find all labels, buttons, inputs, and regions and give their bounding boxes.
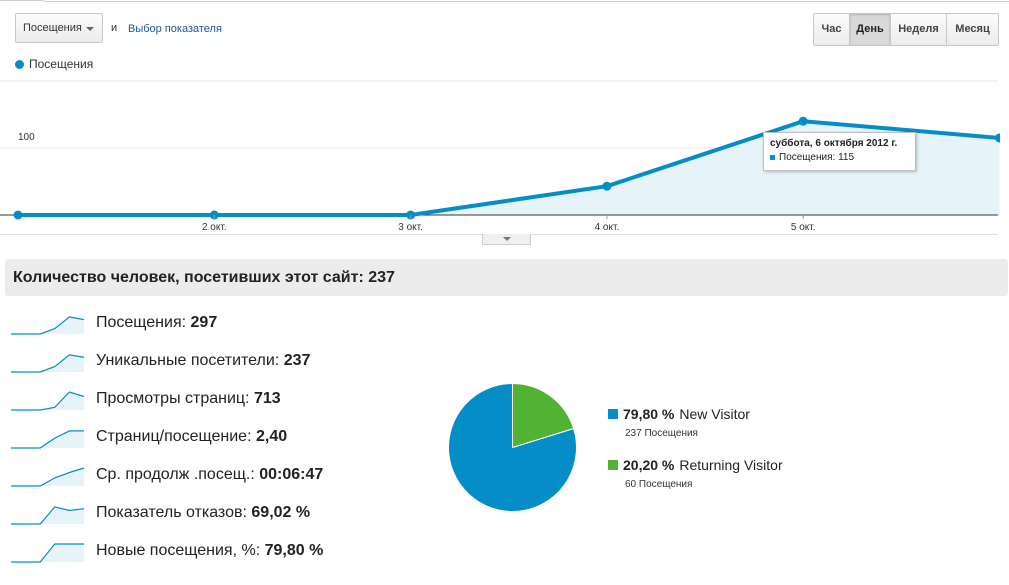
y-tick-label: 200: [18, 75, 35, 76]
x-tick-label: 4 окт.: [595, 222, 620, 233]
sparkline: [11, 430, 84, 449]
stat-name: Новые посещения, %:: [96, 542, 261, 559]
new-visitor-sub: 237 Посещения: [625, 428, 698, 439]
legend-series-label: Посещения: [29, 57, 94, 71]
sparkline-area: [11, 392, 84, 410]
stat-name: Ср. продолж .посещ.:: [96, 466, 255, 483]
stat-row[interactable]: Уникальные посетители: 237: [10, 348, 430, 374]
stat-row[interactable]: Посещения: 297: [10, 310, 430, 336]
triangle-down-icon: [503, 237, 511, 241]
sparkline: [11, 543, 84, 563]
x-tick-label: 2 окт.: [202, 222, 227, 233]
sparkline-line: [11, 391, 85, 411]
series-square-icon: [770, 155, 775, 160]
period-week-button[interactable]: Неделя: [890, 14, 946, 45]
sparkline-area: [11, 430, 84, 448]
and-text: и: [111, 22, 118, 34]
new-visitor-swatch: [608, 409, 618, 419]
collapse-chart-button[interactable]: [482, 234, 531, 245]
stat-row[interactable]: Ср. продолж .посещ.: 00:06:47: [10, 462, 430, 488]
series-dot-icon: [15, 59, 24, 69]
chart-legend[interactable]: Посещения: [15, 57, 93, 71]
choose-metric-link[interactable]: Выбор показателя: [128, 23, 222, 35]
stat-value: 00:06:47: [259, 466, 324, 483]
sparkline-line: [11, 354, 85, 373]
stat-value: 713: [253, 390, 281, 407]
sparkline-line: [11, 467, 85, 487]
period-month-button[interactable]: Месяц: [946, 14, 998, 45]
stat-name: Уникальные посетители:: [96, 352, 280, 369]
returning-visitor-percent: 20,20 %: [623, 457, 675, 473]
visits-line-chart[interactable]: 200 100 2 окт. 3 окт. 4 окт. 5 окт.: [0, 75, 1000, 235]
y-tick-label: 100: [18, 132, 35, 143]
stat-name: Посещения:: [96, 314, 187, 331]
pie-legend-new[interactable]: 79,80 % New Visitor 237 Посещения: [608, 406, 750, 439]
period-selector: Час День Неделя Месяц: [813, 13, 999, 46]
data-point: [602, 181, 612, 191]
stat-label: Страниц/посещение: 2,40: [96, 428, 287, 446]
stat-label: Посещения: 297: [96, 314, 217, 332]
summary-text: Количество человек, посетивших этот сайт…: [13, 269, 395, 286]
sparkline: [11, 506, 85, 525]
sparkline: [11, 316, 85, 335]
new-visitor-label: New Visitor: [679, 406, 750, 422]
returning-visitor-sub: 60 Посещения: [625, 479, 693, 490]
sparkline-line: [11, 316, 85, 335]
sparkline: [11, 354, 85, 373]
stat-label: Уникальные посетители: 237: [96, 352, 310, 370]
sparkline: [11, 391, 85, 411]
stat-value: 2,40: [255, 428, 288, 445]
pie-legend-returning[interactable]: 20,20 % Returning Visitor 60 Посещения: [608, 457, 783, 490]
period-day-button[interactable]: День: [849, 14, 890, 45]
stat-label: Просмотры страниц: 713: [96, 390, 281, 408]
returning-visitor-swatch: [608, 460, 618, 470]
stat-row[interactable]: Страниц/посещение: 2,40: [10, 424, 430, 450]
sparkline-area: [11, 316, 84, 334]
chevron-down-icon: [86, 27, 94, 31]
sparkline-area: [11, 354, 84, 372]
stat-value: 297: [190, 314, 218, 331]
series-area: [18, 121, 1000, 215]
metric-select[interactable]: Посещения: [15, 13, 103, 43]
sparkline: [11, 467, 85, 487]
stat-row[interactable]: Просмотры страниц: 713: [10, 386, 430, 412]
stat-label: Новые посещения, %: 79,80 %: [96, 542, 323, 560]
metric-select-value: Посещения: [23, 22, 82, 34]
stat-name: Страниц/посещение:: [96, 428, 252, 445]
stat-label: Ср. продолж .посещ.: 00:06:47: [96, 466, 323, 484]
data-point: [798, 116, 808, 126]
sparkline-line: [11, 506, 85, 525]
tooltip-title: суббота, 6 октября 2012 г.: [770, 138, 898, 149]
stat-row[interactable]: Новые посещения, %: 79,80 %: [10, 538, 430, 564]
sparkline-area: [11, 506, 84, 524]
summary-bar: Количество человек, посетивших этот сайт…: [5, 259, 1008, 296]
top-border: [0, 0, 1009, 2]
stat-value: 237: [283, 352, 311, 369]
pie-slice-new-visitor: [448, 382, 577, 512]
x-tick-label: 5 окт.: [791, 222, 816, 233]
stat-name: Просмотры страниц:: [96, 390, 250, 407]
stat-label: Показатель отказов: 69,02 %: [96, 504, 310, 522]
x-tick-label: 3 окт.: [398, 222, 423, 233]
returning-visitor-label: Returning Visitor: [679, 457, 783, 473]
tooltip-value: Посещения: 115: [779, 152, 855, 163]
stat-row[interactable]: Показатель отказов: 69,02 %: [10, 500, 430, 526]
tooltip-row: Посещения: 115: [770, 152, 909, 163]
period-hour-button[interactable]: Час: [814, 14, 849, 45]
stat-value: 79,80 %: [264, 542, 324, 559]
pie-slice-returning-visitor: [512, 382, 575, 449]
sparkline-line: [11, 543, 84, 563]
sparkline-line: [11, 430, 84, 449]
stat-value: 69,02 %: [251, 504, 311, 521]
series-line: [18, 119, 1000, 217]
visitor-type-pie-chart[interactable]: [440, 375, 585, 520]
chart-tooltip: суббота, 6 октября 2012 г. Посещения: 11…: [763, 132, 916, 171]
new-visitor-percent: 79,80 %: [623, 406, 675, 422]
stat-name: Показатель отказов:: [96, 504, 247, 521]
data-point: [995, 133, 1000, 143]
data-point: [13, 210, 23, 220]
sparkline-area: [11, 468, 84, 486]
